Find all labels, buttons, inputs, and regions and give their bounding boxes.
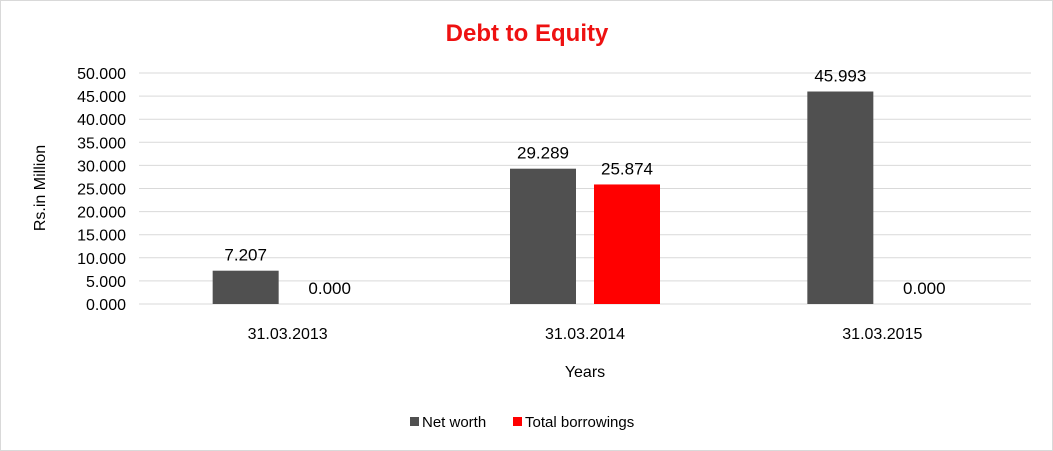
bar-net-worth	[510, 168, 576, 304]
data-label: 25.874	[601, 159, 653, 178]
data-labels: 7.207 0.000 29.289 25.874 45.993 0.000	[224, 67, 945, 298]
legend-swatch	[513, 417, 522, 426]
chart-title: Debt to Equity	[446, 20, 609, 47]
legend-swatch	[410, 417, 419, 426]
y-tick-label: 15.000	[77, 228, 126, 245]
data-label: 0.000	[308, 279, 351, 298]
x-axis-title: Years	[565, 364, 605, 381]
y-axis-title: Rs.in Million	[32, 145, 49, 231]
y-tick-label: 45.000	[77, 89, 126, 106]
data-label: 0.000	[903, 279, 946, 298]
x-axis-ticks: 31.03.2013 31.03.2014 31.03.2015	[248, 326, 923, 343]
y-tick-label: 35.000	[77, 135, 126, 152]
y-tick-label: 30.000	[77, 158, 126, 175]
gridlines	[139, 72, 1031, 305]
bar-net-worth	[212, 270, 279, 304]
data-label: 45.993	[814, 67, 866, 86]
bar-total-borrowings	[594, 184, 660, 304]
data-label: 7.207	[224, 246, 267, 265]
y-tick-label: 50.000	[77, 66, 126, 83]
y-tick-label: 5.000	[86, 274, 126, 291]
x-tick-label: 31.03.2013	[248, 326, 328, 343]
bars	[212, 91, 874, 305]
data-label: 29.289	[517, 144, 569, 163]
legend-label: Net worth	[422, 414, 486, 431]
y-axis-ticks: 0.000 5.000 10.000 15.000 20.000 25.000 30.000…	[77, 66, 126, 314]
y-tick-label: 20.000	[77, 205, 126, 222]
y-tick-label: 40.000	[77, 112, 126, 129]
y-tick-label: 10.000	[77, 251, 126, 268]
legend-label: Total borrowings	[525, 414, 634, 431]
y-tick-label: 25.000	[77, 182, 126, 199]
x-tick-label: 31.03.2015	[842, 326, 922, 343]
x-tick-label: 31.03.2014	[545, 326, 625, 343]
y-tick-label: 0.000	[86, 297, 126, 314]
bar-net-worth	[807, 91, 874, 305]
legend: Net worth Total borrowings	[410, 414, 634, 431]
